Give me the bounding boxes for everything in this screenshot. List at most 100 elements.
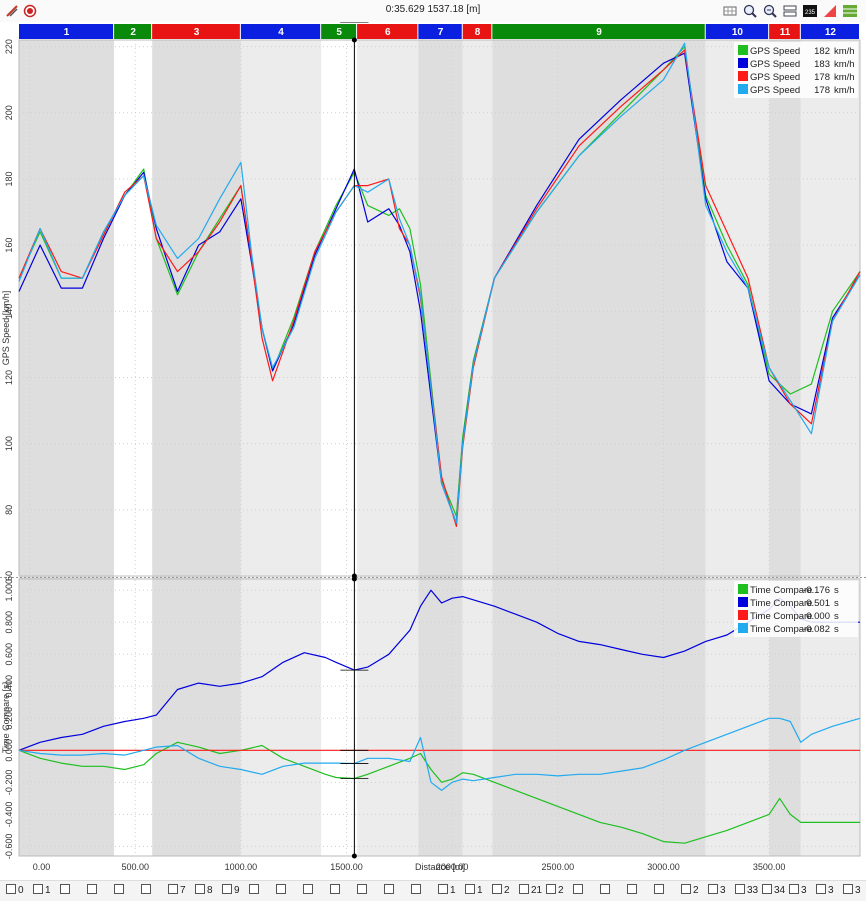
- delta-plot-frame: [18, 578, 861, 857]
- delta-legend-swatch: [738, 584, 748, 594]
- checkbox-icon[interactable]: [141, 884, 151, 894]
- checkbox-icon[interactable]: [276, 884, 286, 894]
- checkbox-icon[interactable]: [762, 884, 772, 894]
- checkbox-icon[interactable]: [60, 884, 70, 894]
- lap-checkbox[interactable]: 9: [222, 884, 240, 896]
- sector-header: [240, 24, 321, 39]
- checkbox-icon[interactable]: [843, 884, 853, 894]
- checkbox-icon[interactable]: [789, 884, 799, 894]
- zoom-in-icon[interactable]: [742, 3, 758, 19]
- checkbox-icon[interactable]: [303, 884, 313, 894]
- lap-checkbox[interactable]: [627, 884, 639, 896]
- sector-label: 9: [596, 27, 602, 38]
- checkbox-icon[interactable]: [465, 884, 475, 894]
- sector-band: [705, 40, 770, 856]
- layout-icon[interactable]: [782, 3, 798, 19]
- sector-header: [114, 24, 152, 39]
- channel-235-icon[interactable]: 235: [802, 3, 818, 19]
- lap-checkbox[interactable]: 0: [6, 884, 24, 896]
- checkbox-icon[interactable]: [168, 884, 178, 894]
- speed-tick-label: 160: [4, 238, 14, 253]
- lap-checkbox[interactable]: [60, 884, 72, 896]
- checkbox-icon[interactable]: [708, 884, 718, 894]
- checkbox-icon[interactable]: [492, 884, 502, 894]
- checkbox-icon[interactable]: [546, 884, 556, 894]
- checkbox-icon[interactable]: [114, 884, 124, 894]
- record-icon[interactable]: [22, 3, 38, 19]
- chart-area[interactable]: 1 2 3 4 5 6 7 8 9 10 11 122202001801601401201008060…: [0, 22, 866, 880]
- draw-icon[interactable]: [4, 3, 20, 19]
- checkbox-icon[interactable]: [411, 884, 421, 894]
- speed-legend: GPS Speed 182 km/h GPS Speed 183 km/h GPS Spee…: [734, 42, 858, 98]
- sector-header: [492, 24, 705, 39]
- checkbox-icon[interactable]: [330, 884, 340, 894]
- lap-checkbox[interactable]: [411, 884, 423, 896]
- speed-tick-label: 100: [4, 436, 14, 451]
- lap-label: 0: [18, 885, 24, 896]
- cursor-handle: [351, 37, 357, 43]
- checkbox-icon[interactable]: [519, 884, 529, 894]
- lap-checkbox[interactable]: [573, 884, 585, 896]
- lap-label: 3: [720, 885, 726, 896]
- lap-checkbox[interactable]: 2: [546, 884, 564, 896]
- checkbox-icon[interactable]: [195, 884, 205, 894]
- speed-legend-name: GPS Speed: [750, 72, 800, 83]
- lap-checkbox[interactable]: 2: [681, 884, 699, 896]
- checkbox-icon[interactable]: [249, 884, 259, 894]
- checkbox-icon[interactable]: [600, 884, 610, 894]
- checkbox-icon[interactable]: [816, 884, 826, 894]
- lap-checkbox[interactable]: [303, 884, 315, 896]
- checkbox-icon[interactable]: [438, 884, 448, 894]
- checkbox-icon[interactable]: [87, 884, 97, 894]
- lap-checkbox[interactable]: 1: [438, 884, 456, 896]
- lap-checkbox[interactable]: 33: [735, 884, 758, 896]
- lap-checkbox[interactable]: 3: [843, 884, 861, 896]
- lap-checkbox[interactable]: 21: [519, 884, 542, 896]
- checkbox-icon[interactable]: [627, 884, 637, 894]
- lap-checkbox[interactable]: 3: [816, 884, 834, 896]
- lap-checkbox[interactable]: [249, 884, 261, 896]
- lap-checkbox[interactable]: 3: [789, 884, 807, 896]
- data-table-icon[interactable]: [722, 3, 738, 19]
- lap-checkbox[interactable]: [384, 884, 396, 896]
- checkbox-icon[interactable]: [573, 884, 583, 894]
- lap-checkbox[interactable]: [600, 884, 612, 896]
- lap-checkbox[interactable]: [357, 884, 369, 896]
- delta-tick-label: 0.400: [4, 675, 14, 698]
- checkbox-icon[interactable]: [681, 884, 691, 894]
- cursor-handle: [351, 853, 357, 859]
- checkbox-icon[interactable]: [222, 884, 232, 894]
- lap-checkbox[interactable]: 2: [492, 884, 510, 896]
- speed-legend-bg: [734, 42, 858, 98]
- lap-checkbox[interactable]: 34: [762, 884, 785, 896]
- checkbox-icon[interactable]: [357, 884, 367, 894]
- speed-tick-label: 60: [4, 571, 14, 581]
- lap-checkbox[interactable]: 1: [33, 884, 51, 896]
- delta-legend-swatch: [738, 623, 748, 633]
- checkbox-icon[interactable]: [6, 884, 16, 894]
- lap-checkbox[interactable]: [87, 884, 99, 896]
- lap-checkbox[interactable]: [114, 884, 126, 896]
- lap-checkbox[interactable]: [276, 884, 288, 896]
- lap-checkbox[interactable]: 8: [195, 884, 213, 896]
- checkbox-icon[interactable]: [735, 884, 745, 894]
- lap-checkbox[interactable]: 7: [168, 884, 186, 896]
- lap-checkbox[interactable]: 3: [708, 884, 726, 896]
- checkbox-icon[interactable]: [384, 884, 394, 894]
- x-tick-label: 2500.00: [542, 862, 575, 872]
- lap-checkbox[interactable]: [654, 884, 666, 896]
- lap-checkbox[interactable]: [330, 884, 342, 896]
- layers-icon[interactable]: [842, 3, 858, 19]
- toolbar: 0:35.629 1537.18 [m] 235: [0, 0, 866, 22]
- lap-label: 34: [774, 885, 786, 896]
- sector-header: [357, 24, 418, 39]
- lap-checkbox[interactable]: 1: [465, 884, 483, 896]
- delta-icon[interactable]: [822, 3, 838, 19]
- zoom-out-icon[interactable]: [762, 3, 778, 19]
- speed-legend-value: 183: [814, 59, 830, 70]
- checkbox-icon[interactable]: [33, 884, 43, 894]
- lap-checkbox[interactable]: [141, 884, 153, 896]
- lap-selector-bar: 0 1 7 8 9 1 1 2 21 2 2 3 33 34 3 3 3: [0, 880, 866, 901]
- delta-series-line-blue: [18, 589, 860, 751]
- checkbox-icon[interactable]: [654, 884, 664, 894]
